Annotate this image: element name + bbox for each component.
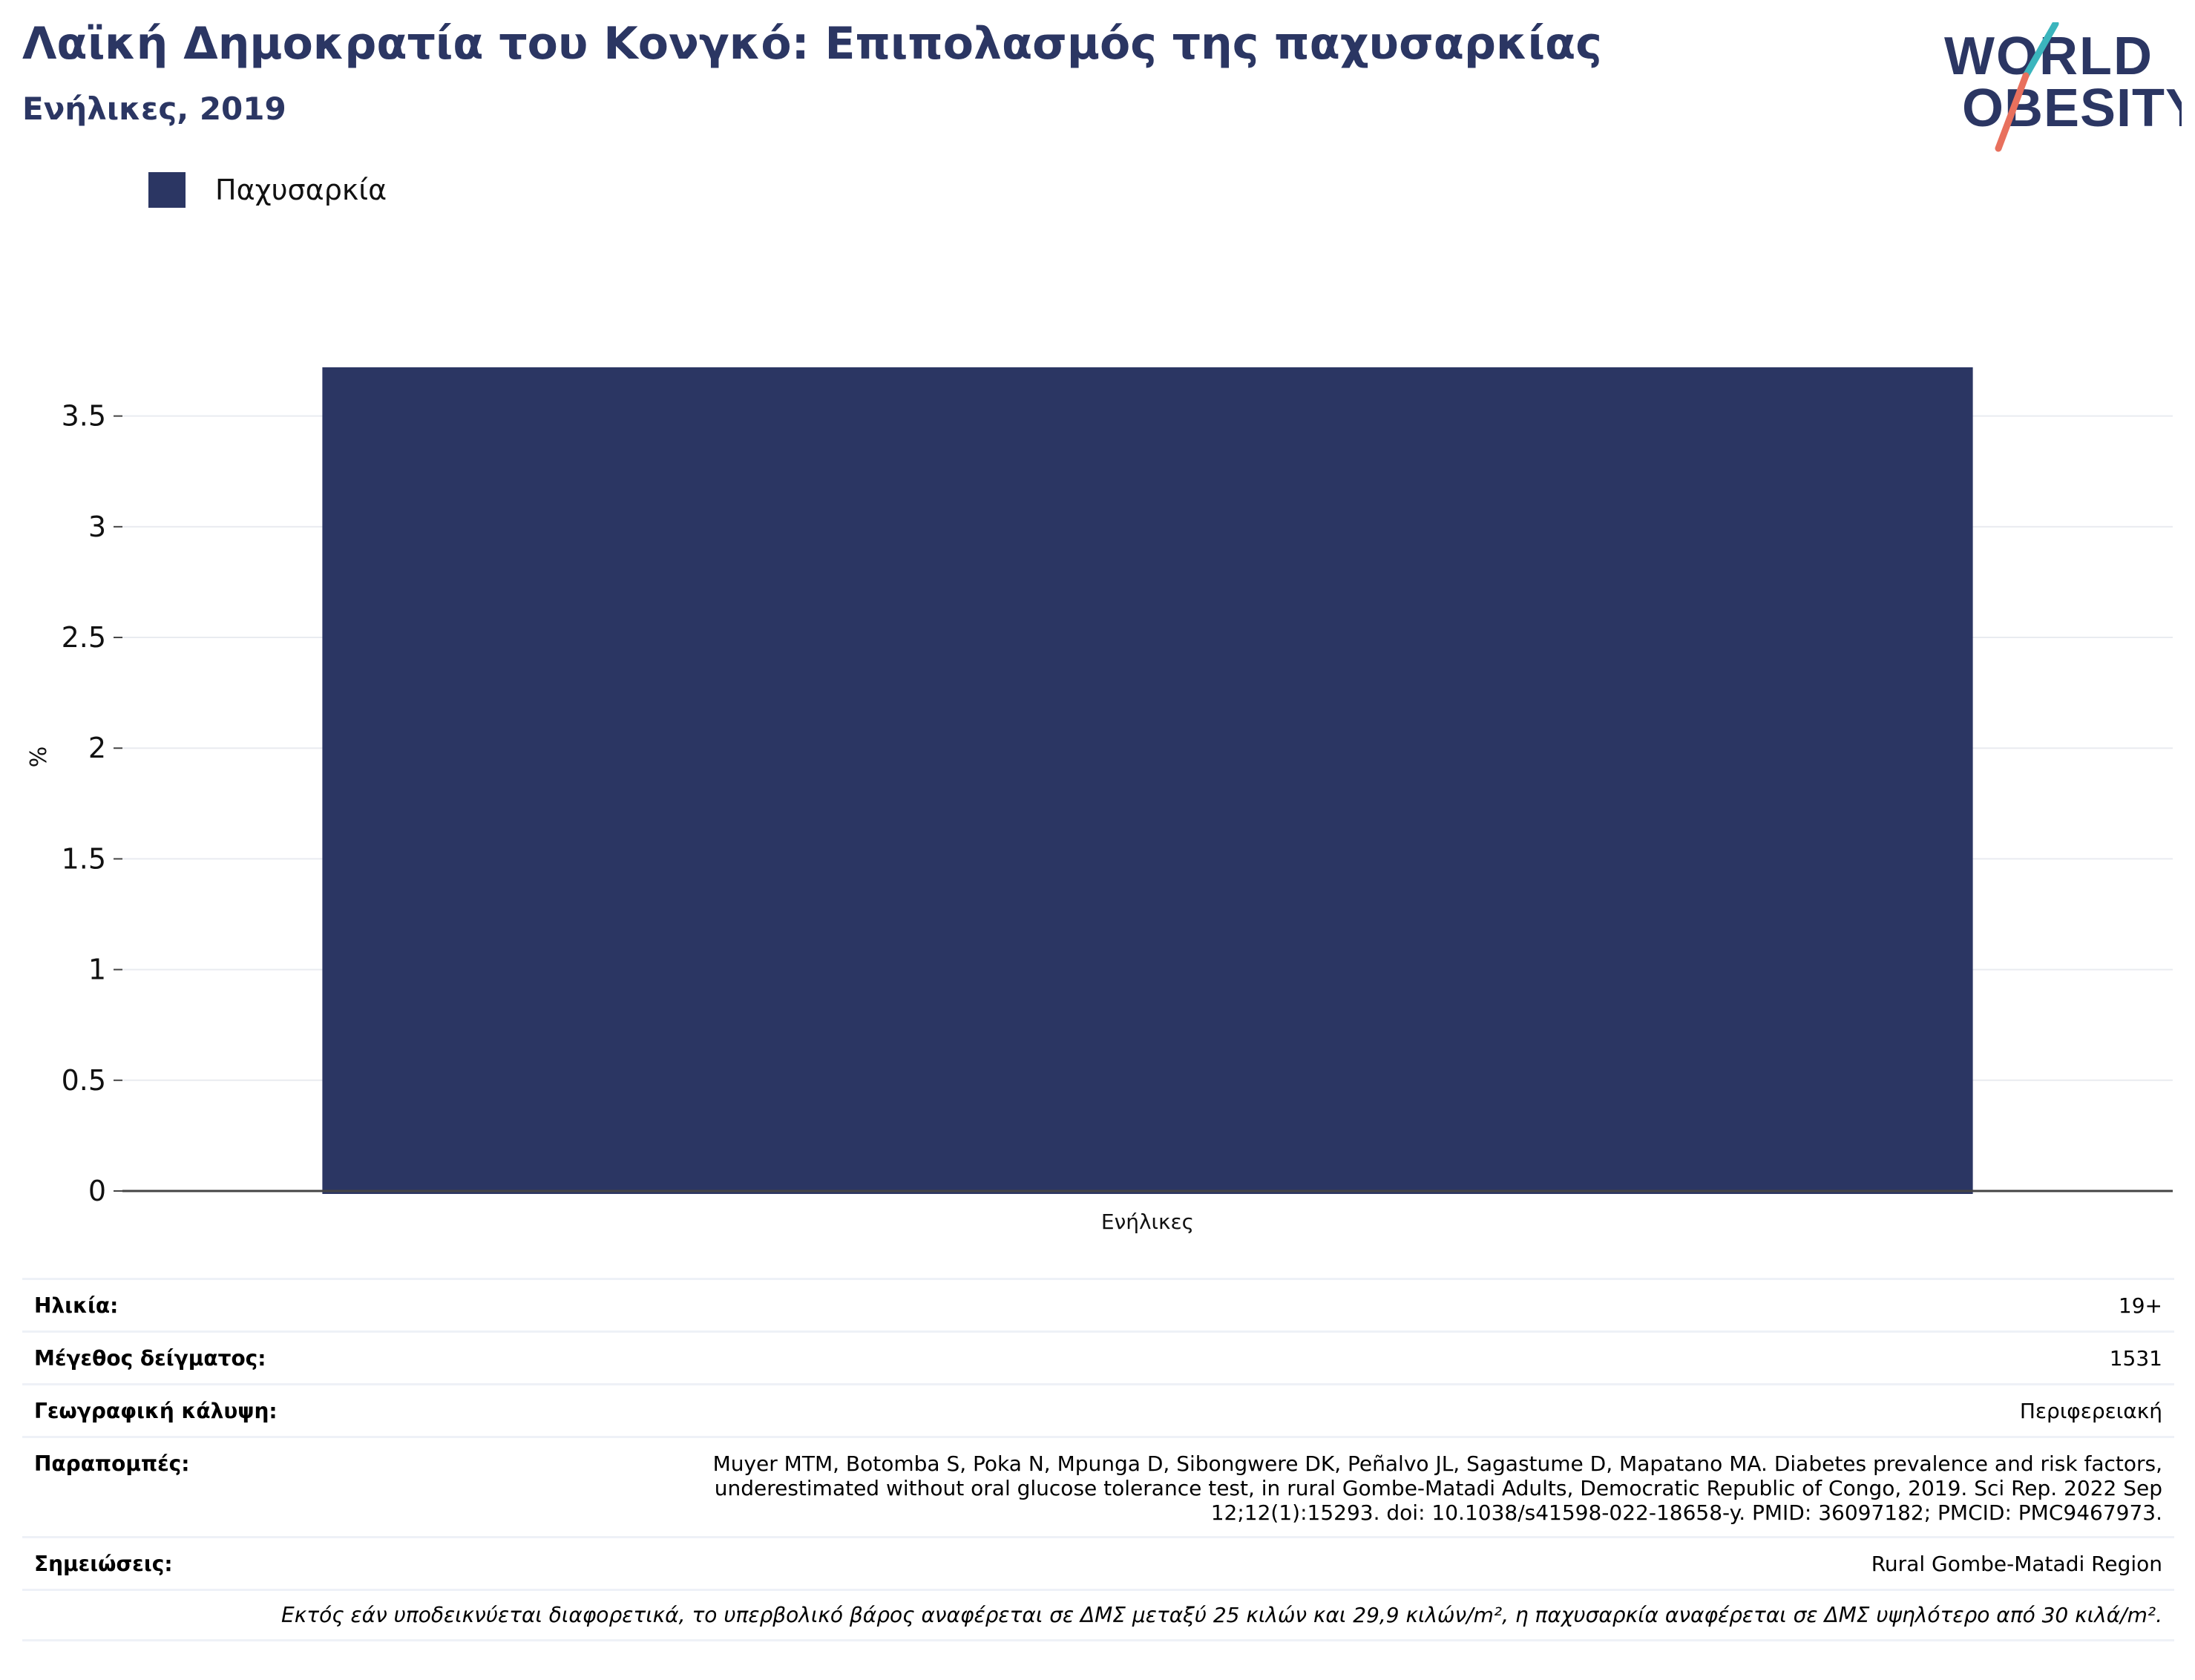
sample-size-value: 1531 [2109, 1345, 2162, 1371]
legend-label: Παχυσαρκία [215, 174, 387, 206]
info-row-notes: Σημειώσεις: Rural Gombe-Matadi Region [22, 1536, 2174, 1589]
age-value: 19+ [2118, 1293, 2162, 1318]
info-table: Ηλικία: 19+ Μέγεθος δείγματος: 1531 Γεωγ… [22, 1278, 2174, 1641]
page-subtitle: Ενήλικες, 2019 [22, 91, 286, 127]
logo-slash-teal [2022, 22, 2059, 79]
info-row-references: Παραπομπές: Muyer MTM, Botomba S, Poka N… [22, 1436, 2174, 1536]
notes-label: Σημειώσεις: [34, 1551, 173, 1576]
y-tick-label: 0.5 [62, 1064, 106, 1097]
legend[interactable]: Παχυσαρκία [148, 172, 387, 208]
y-tick-label: 1.5 [62, 842, 106, 875]
page-title: Λαϊκή Δημοκρατία του Κονγκό: Επιπολασμός… [22, 18, 1602, 70]
coverage-value: Περιφερειακή [2019, 1398, 2162, 1423]
x-tick-label: Ενήλικες [1101, 1210, 1194, 1234]
y-tick-label: 2.5 [62, 621, 106, 654]
bars [322, 367, 1973, 1194]
y-tick-label: 0 [88, 1175, 106, 1207]
notes-value: Rural Gombe-Matadi Region [1871, 1551, 2162, 1576]
info-row-age: Ηλικία: 19+ [22, 1278, 2174, 1330]
bar-chart: 0 0.5 1 1.5 2 2.5 3 3.5 Ενήλικες % [26, 367, 2173, 1234]
y-tick-label: 2 [88, 732, 106, 764]
references-label: Παραπομπές: [34, 1451, 190, 1476]
sample-size-label: Μέγεθος δείγματος: [34, 1345, 266, 1371]
references-value: Muyer MTM, Botomba S, Poka N, Mpunga D, … [712, 1451, 2162, 1525]
coverage-label: Γεωγραφική κάλυψη: [34, 1398, 278, 1423]
info-row-footnote: Εκτός εάν υποδεικνύεται διαφορετικά, το … [22, 1589, 2174, 1641]
y-axis-label: % [26, 747, 52, 768]
logo-text-obesity: OBESITY [1962, 79, 2182, 138]
x-axis-ticks: Ενήλικες [1101, 1210, 1194, 1234]
footnote: Εκτός εάν υποδεικνύεται διαφορετικά, το … [281, 1603, 2162, 1627]
info-row-coverage: Γεωγραφική κάλυψη: Περιφερειακή [22, 1383, 2174, 1436]
logo-slash-coral [1995, 72, 2030, 152]
y-tick-label: 1 [88, 954, 106, 986]
legend-swatch [148, 172, 186, 208]
y-tick-label: 3 [88, 511, 106, 543]
info-row-sample-size: Μέγεθος δείγματος: 1531 [22, 1330, 2174, 1383]
y-tick-label: 3.5 [62, 400, 106, 433]
bar-1 [322, 367, 1973, 1194]
age-label: Ηλικία: [34, 1293, 119, 1318]
world-obesity-logo: WORLD OBESITY [1944, 22, 2182, 152]
y-axis-ticks: 0 0.5 1 1.5 2 2.5 3 3.5 [62, 400, 122, 1207]
